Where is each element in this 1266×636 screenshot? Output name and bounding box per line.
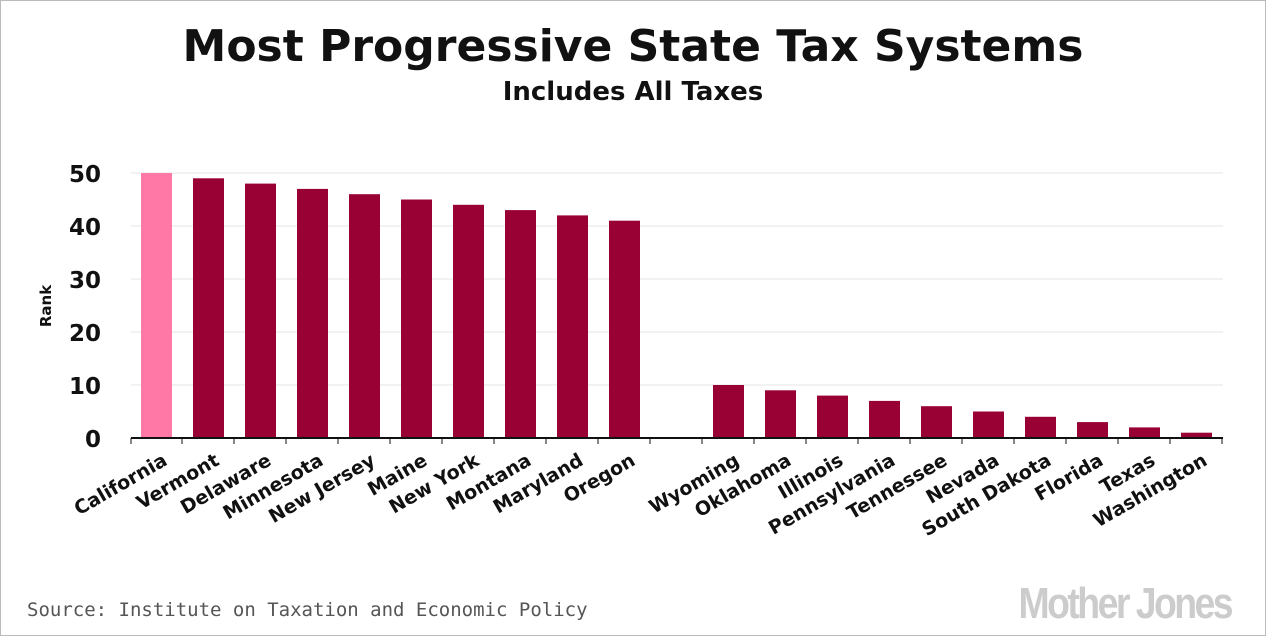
bar-vermont — [193, 178, 224, 439]
bar-illinois — [817, 395, 848, 438]
bar-tennessee — [921, 406, 952, 438]
bar-new-york — [453, 204, 484, 438]
y-axis-label: Rank — [37, 284, 55, 327]
y-tick-label: 10 — [69, 374, 101, 400]
bar-minnesota — [297, 188, 328, 438]
y-tick-label: 30 — [69, 268, 101, 294]
bar-california — [141, 173, 172, 438]
y-tick-label: 0 — [85, 427, 101, 453]
bar-washington — [1181, 432, 1212, 438]
source-note: Source: Institute on Taxation and Econom… — [27, 599, 588, 621]
bar-florida — [1077, 422, 1108, 438]
bar-texas — [1129, 427, 1160, 438]
bar-nevada — [973, 411, 1004, 438]
bar-maryland — [557, 215, 588, 438]
y-tick-label: 50 — [69, 162, 101, 188]
bar-wyoming — [713, 385, 744, 438]
chart-title: Most Progressive State Tax Systems — [182, 21, 1084, 72]
bar-delaware — [245, 183, 276, 438]
bar-pennsylvania — [869, 400, 900, 438]
bar-chart: 01020304050RankCaliforniaVermontDelaware… — [37, 162, 1223, 541]
chart-subtitle: Includes All Taxes — [502, 77, 764, 107]
bar-maine — [401, 199, 432, 438]
bar-oklahoma — [765, 390, 796, 438]
bar-new-jersey — [349, 194, 380, 438]
bar-south-dakota — [1025, 416, 1056, 438]
y-tick-label: 20 — [69, 321, 101, 347]
bar-montana — [505, 210, 536, 438]
mother-jones-logo: Mother Jones — [1018, 579, 1233, 628]
y-tick-label: 40 — [69, 215, 101, 241]
bar-oregon — [609, 220, 640, 438]
